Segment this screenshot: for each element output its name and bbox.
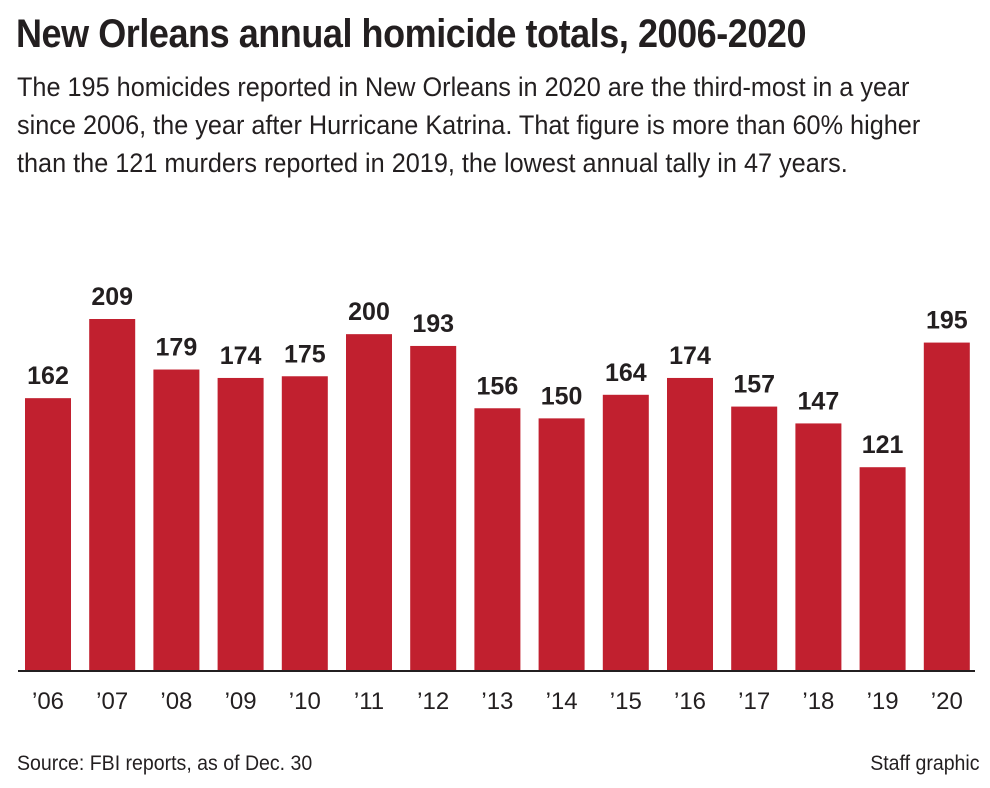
- x-tick-label-9: ’15: [610, 688, 642, 715]
- x-tick-label-5: ’11: [354, 688, 384, 715]
- data-label-4: 175: [284, 340, 326, 368]
- x-tick-label-7: ’13: [481, 688, 513, 715]
- bar-7: [474, 408, 521, 671]
- bar-13: [859, 467, 906, 671]
- x-tick-label-2: ’08: [160, 688, 192, 715]
- data-label-7: 156: [477, 372, 519, 400]
- chart-title: New Orleans annual homicide totals, 2006…: [16, 12, 807, 56]
- source-note: Source: FBI reports, as of Dec. 30: [17, 752, 313, 775]
- data-label-11: 157: [733, 371, 775, 399]
- bar-9: [602, 394, 649, 671]
- bar-3: [217, 377, 264, 671]
- credit-note: Staff graphic: [870, 752, 980, 775]
- data-label-14: 195: [926, 307, 968, 335]
- x-tick-label-3: ’09: [225, 688, 257, 715]
- bar-5: [346, 334, 392, 671]
- chart-subtitle: The 195 homicides reported in New Orlean…: [17, 72, 921, 178]
- bar-8: [538, 418, 585, 671]
- bar-chart-svg: 162 ’06 209 ’07 179 ’08 174 ’09 175 ’10 200 ’11 193 ’…: [18, 283, 975, 715]
- data-label-6: 193: [412, 310, 454, 338]
- data-label-3: 174: [220, 342, 262, 370]
- x-tick-label-10: ’16: [674, 688, 706, 715]
- x-tick-label-11: ’17: [738, 688, 770, 715]
- data-label-5: 200: [348, 298, 390, 326]
- bar-4: [281, 376, 328, 671]
- bar-chart: 162 ’06 209 ’07 179 ’08 174 ’09 175 ’10 200 ’11 193 ’…: [0, 260, 990, 730]
- bar-6: [410, 345, 457, 671]
- bar-1: [89, 319, 136, 671]
- x-tick-label-8: ’14: [546, 688, 578, 715]
- x-tick-label-0: ’06: [32, 688, 64, 715]
- data-label-10: 174: [669, 342, 711, 370]
- data-label-1: 209: [91, 283, 133, 311]
- x-tick-label-6: ’12: [417, 688, 449, 715]
- bar-2: [153, 369, 200, 671]
- bar-11: [731, 406, 778, 671]
- bar-12: [795, 423, 842, 671]
- data-label-13: 121: [862, 431, 904, 459]
- x-tick-label-1: ’07: [96, 688, 128, 715]
- bar-0: [25, 398, 71, 671]
- data-label-0: 162: [27, 362, 69, 390]
- x-tick-label-14: ’20: [931, 688, 963, 715]
- data-label-9: 164: [605, 359, 647, 387]
- x-tick-label-4: ’10: [289, 688, 321, 715]
- x-tick-label-12: ’18: [802, 688, 834, 715]
- data-label-8: 150: [541, 382, 583, 410]
- data-label-12: 147: [798, 387, 840, 415]
- data-label-2: 179: [156, 334, 198, 362]
- bar-10: [667, 377, 713, 671]
- x-tick-label-13: ’19: [867, 688, 899, 715]
- bar-14: [923, 342, 970, 671]
